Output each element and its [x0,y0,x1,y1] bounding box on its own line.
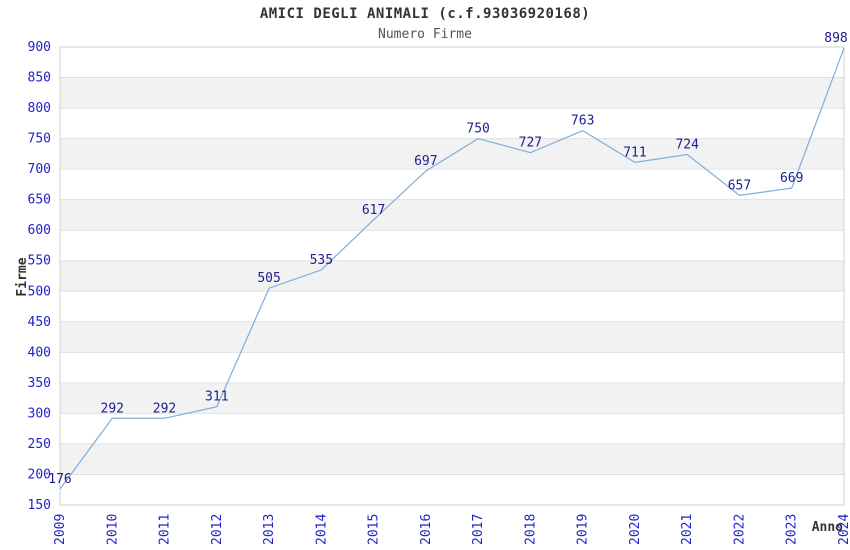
x-tick-label: 2023 [785,514,800,545]
plot-band [60,169,844,200]
x-tick-label: 2020 [628,514,643,545]
data-point-label: 311 [205,390,228,405]
y-axis-title: Firme [15,257,30,296]
plot-band [60,443,844,475]
plot-band [60,474,844,505]
chart-title: AMICI DEGLI ANIMALI (c.f.93036920168) [259,6,591,22]
y-tick-label: 300 [28,406,51,421]
plot-band [60,291,844,322]
chart-subtitle: Numero Firme [378,27,472,42]
x-tick-label: 2011 [158,514,173,545]
x-tick-label: 2022 [732,514,747,545]
y-tick-label: 500 [28,284,51,299]
plot-band [60,77,844,109]
y-tick-label: 700 [28,162,51,177]
y-tick-label: 900 [28,40,51,55]
x-tick-label: 2012 [210,514,225,545]
data-point-label: 657 [728,178,751,193]
plot-band [60,260,844,292]
x-tick-label: 2016 [419,514,434,545]
data-point-label: 535 [310,253,333,268]
x-tick-label: 2015 [367,514,382,545]
y-tick-label: 650 [28,193,51,208]
y-tick-label: 450 [28,315,51,330]
y-tick-label: 200 [28,467,51,482]
data-line [59,48,845,490]
plot-band [60,413,844,444]
data-point-label: 697 [414,154,437,169]
y-tick-label: 400 [28,345,51,360]
data-point-label: 292 [101,401,124,416]
data-point-label: 763 [571,114,594,129]
x-tick-label: 2009 [53,514,68,545]
y-tick-label: 150 [28,498,51,513]
y-tick-label: 850 [28,71,51,86]
data-point-label: 727 [519,136,542,151]
data-point-label: 505 [257,271,280,286]
plot-border [59,46,845,506]
x-tick-label: 2019 [576,514,591,545]
plot-band [60,47,844,78]
y-tick-label: 600 [28,223,51,238]
chart-generated-layer: 150 200 250 300 350 400 450 500 550 600 650 700 750 8… [28,31,850,545]
x-tick-label: 2024 [837,514,850,545]
data-point-label: 750 [466,122,489,137]
data-point-label: 176 [48,472,71,487]
data-point-label: 898 [824,31,847,46]
x-tick-label: 2021 [680,514,695,545]
y-tick-label: 550 [28,254,51,269]
plot-band [60,108,844,139]
data-point-label: 292 [153,401,176,416]
x-tick-label: 2013 [262,514,277,545]
plot-band [60,382,844,414]
y-tick-label: 800 [28,101,51,116]
x-tick-label: 2010 [105,514,120,545]
y-tick-label: 250 [28,437,51,452]
x-tick-label: 2018 [523,514,538,545]
data-point-label: 711 [623,145,646,160]
data-point-label: 617 [362,203,385,218]
data-point-label: 724 [675,137,699,152]
x-tick-label: 2017 [471,514,486,545]
y-tick-label: 750 [28,132,51,147]
plot-band [60,321,844,353]
plot-band [60,352,844,383]
x-axis-title: Anno [812,520,843,535]
plot-band [60,138,844,170]
y-tick-label: 350 [28,376,51,391]
plot-band [60,230,844,261]
plot-band [60,199,844,231]
data-point-label: 669 [780,171,803,186]
x-tick-label: 2014 [314,514,329,545]
